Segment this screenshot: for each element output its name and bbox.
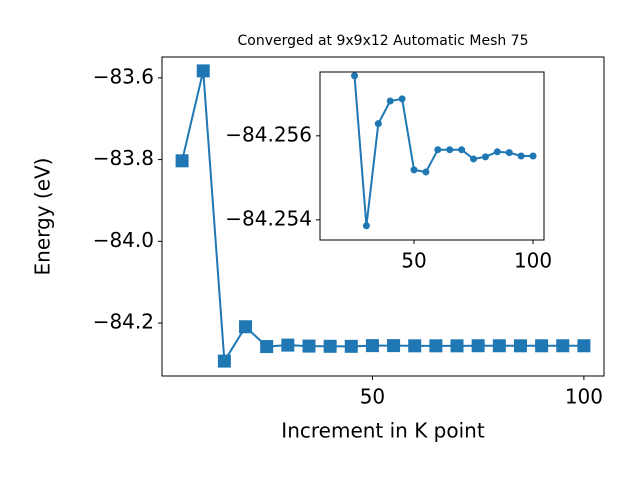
data-marker [513, 339, 527, 353]
data-marker [577, 339, 591, 353]
data-marker [492, 339, 506, 353]
data-marker [398, 95, 406, 103]
data-marker [281, 338, 295, 352]
y-tick-label: −83.6 [93, 64, 154, 88]
x-tick-label: 50 [360, 385, 385, 409]
y-axis-label: Energy (eV) [31, 158, 55, 276]
x-tick-label: 100 [514, 249, 552, 273]
data-marker [446, 146, 454, 154]
y-tick-label: −84.2 [93, 310, 154, 334]
y-tick-label: −83.8 [93, 146, 154, 170]
data-marker [493, 148, 501, 156]
data-marker [529, 152, 537, 160]
data-marker [470, 155, 478, 163]
data-marker [196, 64, 210, 78]
data-marker [505, 149, 513, 157]
chart-title: Converged at 9x9x12 Automatic Mesh 75 [238, 33, 529, 49]
data-marker [351, 72, 359, 80]
x-axis-label: Increment in K point [281, 419, 485, 443]
data-marker [175, 154, 189, 168]
data-marker [323, 339, 337, 353]
axes-frame [319, 71, 545, 241]
x-tick-label: 50 [401, 249, 426, 273]
data-marker [458, 146, 466, 154]
data-marker [429, 339, 443, 353]
data-marker [217, 354, 231, 368]
data-marker [362, 222, 370, 230]
data-marker [386, 97, 394, 105]
data-line [353, 75, 534, 226]
y-tick-label: −84.256 [225, 122, 312, 146]
data-marker [535, 339, 549, 353]
data-marker [410, 166, 418, 174]
data-marker [344, 339, 358, 353]
data-marker [556, 339, 570, 353]
y-tick-label: −84.0 [93, 228, 154, 252]
data-marker [374, 120, 382, 128]
data-marker [302, 339, 316, 353]
y-tick-label: −84.254 [225, 206, 312, 230]
data-marker [481, 153, 489, 161]
data-marker [422, 168, 430, 176]
data-marker [239, 320, 253, 334]
data-marker [517, 152, 525, 160]
data-marker [434, 146, 442, 154]
data-marker [471, 339, 485, 353]
data-marker [450, 339, 464, 353]
data-marker [365, 339, 379, 353]
data-marker [408, 339, 422, 353]
x-tick-label: 100 [565, 385, 603, 409]
data-marker [260, 340, 274, 354]
data-marker [387, 339, 401, 353]
